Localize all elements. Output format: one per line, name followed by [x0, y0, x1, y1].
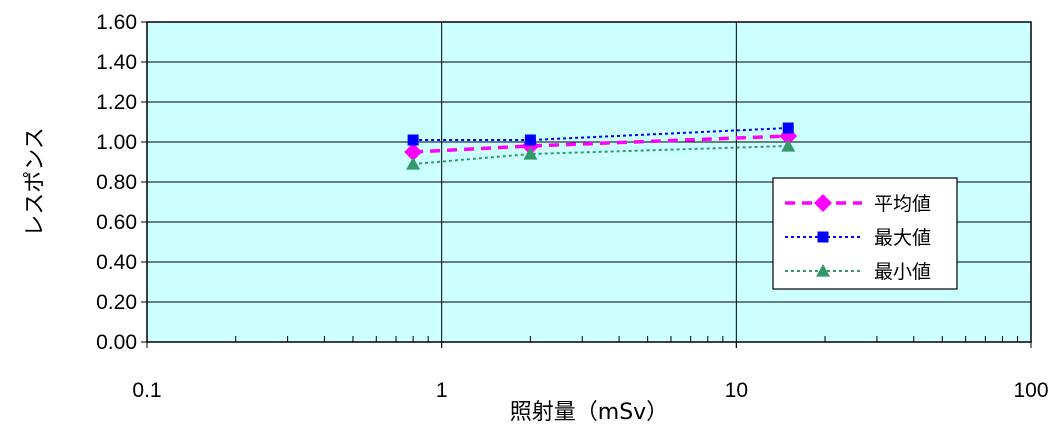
y-tick-label: 0.40 — [96, 251, 137, 274]
x-tick-labels: 0.1 1 10 100 — [132, 379, 1048, 402]
x-tick-label: 0.1 — [132, 379, 161, 402]
x-tick-label: 1 — [436, 379, 448, 402]
y-axis-title: レスポンス — [23, 127, 48, 237]
series-2-point — [524, 134, 536, 146]
y-tick-labels: 0.00 0.20 0.40 0.60 0.80 1.00 1.20 1.40 1.60 — [96, 11, 137, 354]
y-tick-label: 0.80 — [96, 171, 137, 194]
series-3-point — [406, 157, 421, 170]
series-2 — [407, 122, 794, 146]
legend-label: 平均値 — [874, 193, 931, 215]
x-tick-label: 100 — [1013, 379, 1048, 402]
series-3 — [406, 139, 796, 170]
legend-marker — [817, 231, 829, 243]
y-tick-label: 0.00 — [96, 331, 137, 354]
legend-marker — [814, 194, 832, 212]
legend-marker — [816, 264, 830, 277]
legend-label: 最大値 — [874, 227, 931, 249]
x-tick-label: 10 — [725, 379, 748, 402]
series-1-point — [404, 143, 423, 161]
series-1-line — [413, 134, 789, 154]
series-2-point — [782, 122, 794, 134]
y-tick-label: 1.40 — [96, 51, 137, 74]
x-axis-title: 照射量（mSv） — [510, 400, 668, 425]
y-tick-label: 0.60 — [96, 211, 137, 234]
series-2-line — [413, 127, 789, 141]
minor-ticks — [146, 336, 1032, 348]
y-tick-label: 1.00 — [96, 131, 137, 154]
series-3-line — [413, 145, 789, 165]
series-layer — [404, 122, 798, 170]
series-3-point — [781, 139, 796, 152]
y-tick-label: 0.20 — [96, 291, 137, 314]
y-tick-label: 1.60 — [96, 11, 137, 34]
series-2-point — [407, 134, 419, 146]
legend-label: 最小値 — [874, 261, 931, 283]
series-3-point — [523, 147, 538, 160]
y-tick-label: 1.20 — [96, 91, 137, 114]
